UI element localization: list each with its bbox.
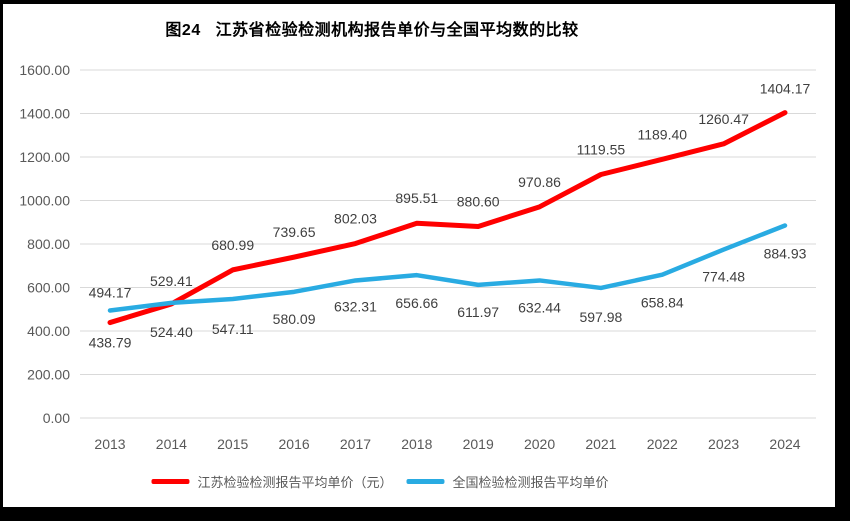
legend: 江苏检验检测报告平均单价（元） 全国检验检测报告平均单价 bbox=[151, 472, 609, 491]
legend-swatch-jiangsu-icon bbox=[151, 479, 190, 484]
plot-area: 0.00 200.00 400.00 600.00 800.00 1000.00 1200.… bbox=[19, 62, 816, 452]
data-label: 739.65 bbox=[273, 224, 316, 240]
data-label: 774.48 bbox=[702, 269, 745, 285]
data-label: 880.60 bbox=[457, 193, 500, 209]
data-label: 1260.47 bbox=[698, 111, 749, 127]
y-axis-tick-label: 600.00 bbox=[27, 280, 70, 296]
y-axis-tick-label: 0.00 bbox=[43, 410, 70, 426]
data-label: 802.03 bbox=[334, 211, 377, 227]
data-label: 656.66 bbox=[395, 295, 438, 311]
data-label: 580.09 bbox=[273, 311, 316, 327]
legend-label-jiangsu: 江苏检验检测报告平均单价（元） bbox=[197, 475, 393, 490]
data-label: 494.17 bbox=[89, 285, 132, 301]
data-label: 611.97 bbox=[457, 304, 499, 320]
data-label: 597.98 bbox=[579, 309, 622, 325]
x-axis-tick-label: 2021 bbox=[585, 436, 616, 452]
y-axis-tick-label: 1000.00 bbox=[19, 193, 70, 209]
x-axis-tick-label: 2017 bbox=[340, 436, 371, 452]
x-axis-tick-label: 2014 bbox=[156, 436, 187, 452]
data-label: 1119.55 bbox=[577, 141, 626, 157]
data-label: 884.93 bbox=[764, 246, 807, 262]
y-axis-tick-label: 200.00 bbox=[27, 367, 70, 383]
data-label: 1404.17 bbox=[760, 81, 811, 97]
y-axis-tick-label: 1200.00 bbox=[19, 149, 70, 165]
series-line-1 bbox=[107, 223, 788, 313]
x-axis-tick-label: 2018 bbox=[401, 436, 432, 452]
legend-item-national: 全国检验检测报告平均单价 bbox=[406, 472, 609, 491]
data-label: 895.51 bbox=[395, 190, 438, 206]
data-label: 632.31 bbox=[334, 298, 377, 314]
x-axis-tick-label: 2015 bbox=[217, 436, 248, 452]
y-axis-tick-label: 800.00 bbox=[27, 236, 70, 252]
data-label: 524.40 bbox=[150, 324, 193, 340]
data-label: 1189.40 bbox=[637, 126, 687, 142]
data-label: 438.79 bbox=[89, 335, 132, 351]
data-label: 632.44 bbox=[518, 299, 561, 315]
x-axis-tick-label: 2016 bbox=[279, 436, 310, 452]
data-label: 547.11 bbox=[212, 321, 254, 337]
legend-swatch-national-icon bbox=[406, 479, 445, 484]
data-label: 680.99 bbox=[211, 237, 254, 253]
y-axis-tick-label: 400.00 bbox=[27, 323, 70, 339]
legend-label-national: 全国检验检测报告平均单价 bbox=[452, 475, 609, 490]
series-line-0 bbox=[107, 110, 788, 326]
y-axis-tick-label: 1400.00 bbox=[19, 106, 70, 122]
y-axis-tick-label: 1600.00 bbox=[19, 62, 70, 78]
x-axis-tick-label: 2022 bbox=[647, 436, 678, 452]
x-axis-tick-label: 2020 bbox=[524, 436, 555, 452]
x-axis-tick-label: 2024 bbox=[769, 436, 800, 452]
chart-title: 图24 江苏省检验检测机构报告单价与全国平均数的比较 bbox=[165, 22, 579, 39]
legend-item-jiangsu: 江苏检验检测报告平均单价（元） bbox=[151, 472, 393, 491]
x-axis-tick-label: 2023 bbox=[708, 436, 739, 452]
data-label: 658.84 bbox=[641, 295, 684, 311]
chart-canvas: 图24 江苏省检验检测机构报告单价与全国平均数的比较 0.00 200.00 400… bbox=[3, 4, 835, 507]
x-axis-tick-label: 2019 bbox=[463, 436, 494, 452]
data-label: 529.41 bbox=[150, 273, 193, 289]
data-label: 970.86 bbox=[518, 174, 561, 190]
x-axis-tick-label: 2013 bbox=[94, 436, 125, 452]
